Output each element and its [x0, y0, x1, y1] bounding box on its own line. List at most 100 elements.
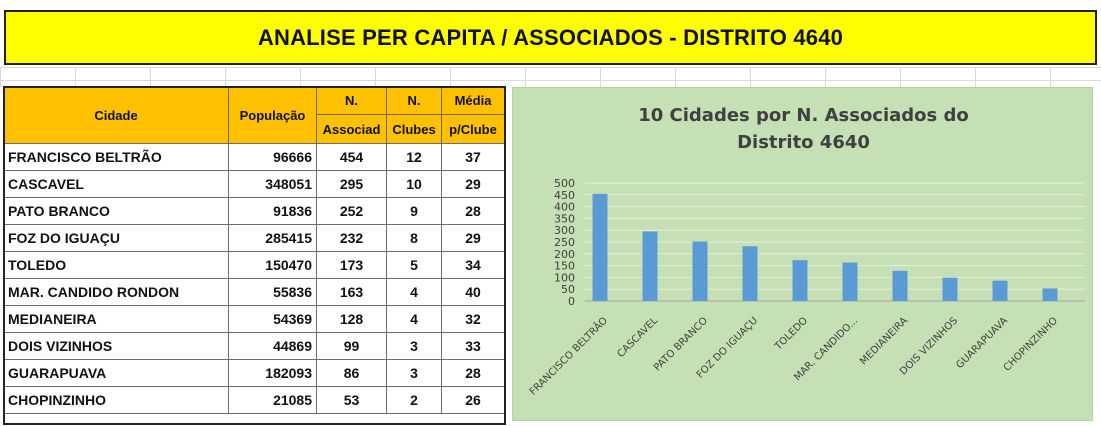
cell-associados[interactable]: 53 [316, 386, 387, 414]
table-row[interactable]: CASCAVEL 348051 295 10 29 [3, 170, 505, 198]
table-row[interactable]: FOZ DO IGUAÇU 285415 232 8 29 [3, 224, 505, 252]
bar[interactable] [642, 231, 658, 301]
cell-associados[interactable]: 163 [316, 278, 387, 306]
cell-populacao[interactable]: 44869 [228, 332, 317, 360]
table-row[interactable]: TOLEDO 150470 173 5 34 [3, 251, 505, 279]
bar[interactable] [742, 246, 758, 301]
y-tick-label: 300 [554, 224, 575, 237]
chart-title-line-1: 10 Cidades por N. Associados do [638, 105, 969, 126]
bar[interactable] [992, 280, 1008, 301]
cell-cidade[interactable]: DOIS VIZINHOS [3, 332, 229, 360]
cell-clubes[interactable]: 12 [386, 143, 442, 171]
cell-cidade[interactable]: CHOPINZINHO [3, 386, 229, 414]
header-associados-bottom[interactable]: Associad [316, 114, 387, 144]
table-body: FRANCISCO BELTRÃO 96666 454 12 37 CASCAVEL 348… [3, 143, 505, 414]
header-media-bottom[interactable]: p/Clube [441, 114, 505, 144]
bar[interactable] [792, 260, 808, 301]
header-associados-top[interactable]: N. [316, 86, 387, 115]
cell-media[interactable]: 33 [441, 332, 505, 360]
cell-associados[interactable]: 232 [316, 224, 387, 252]
bar[interactable] [942, 277, 958, 301]
cell-media[interactable]: 28 [441, 197, 505, 225]
cell-cidade[interactable]: TOLEDO [3, 251, 229, 279]
header-populacao[interactable]: População [228, 86, 317, 144]
cell-media[interactable]: 26 [441, 386, 505, 414]
cell-clubes[interactable]: 3 [386, 332, 442, 360]
table-row[interactable]: FRANCISCO BELTRÃO 96666 454 12 37 [3, 143, 505, 171]
chart-title: 10 Cidades por N. Associados do Distrito… [513, 102, 1094, 156]
sheet-title: ANALISE PER CAPITA / ASSOCIADOS - DISTRI… [4, 10, 1097, 65]
y-tick-label: 400 [554, 201, 575, 214]
x-tick-label: FRANCISCO BELTRÃO [526, 314, 610, 398]
cell-media[interactable]: 29 [441, 224, 505, 252]
bar[interactable] [892, 270, 908, 301]
table-row[interactable]: MEDIANEIRA 54369 128 4 32 [3, 305, 505, 333]
cell-populacao[interactable]: 150470 [228, 251, 317, 279]
cell-cidade[interactable]: MAR. CANDIDO RONDON [3, 278, 229, 306]
x-tick-label: CASCAVEL [616, 315, 661, 360]
cell-media[interactable]: 29 [441, 170, 505, 198]
cell-populacao[interactable]: 54369 [228, 305, 317, 333]
cell-media[interactable]: 37 [441, 143, 505, 171]
cell-media[interactable]: 28 [441, 359, 505, 387]
cell-clubes[interactable]: 3 [386, 359, 442, 387]
table-row[interactable]: CHOPINZINHO 21085 53 2 26 [3, 386, 505, 414]
y-tick-label: 250 [554, 236, 575, 249]
cell-clubes[interactable]: 2 [386, 386, 442, 414]
y-tick-label: 200 [554, 248, 575, 261]
bar[interactable] [592, 193, 608, 301]
cell-clubes[interactable]: 8 [386, 224, 442, 252]
chart-area[interactable]: 10 Cidades por N. Associados do Distrito… [512, 87, 1093, 421]
cell-media[interactable]: 34 [441, 251, 505, 279]
cell-clubes[interactable]: 9 [386, 197, 442, 225]
cell-media[interactable]: 32 [441, 305, 505, 333]
cell-cidade[interactable]: CASCAVEL [3, 170, 229, 198]
bar[interactable] [842, 262, 858, 301]
cell-clubes[interactable]: 4 [386, 305, 442, 333]
bar[interactable] [692, 241, 708, 301]
y-tick-label: 0 [568, 295, 575, 308]
cell-cidade[interactable]: PATO BRANCO [3, 197, 229, 225]
y-tick-label: 450 [554, 189, 575, 202]
y-tick-label: 100 [554, 271, 575, 284]
y-tick-label: 150 [554, 260, 575, 273]
cell-associados[interactable]: 454 [316, 143, 387, 171]
spreadsheet-gridline [0, 80, 1101, 81]
header-clubes-top[interactable]: N. [386, 86, 442, 115]
y-tick-label: 50 [561, 283, 575, 296]
cell-associados[interactable]: 252 [316, 197, 387, 225]
cell-associados[interactable]: 173 [316, 251, 387, 279]
cell-populacao[interactable]: 182093 [228, 359, 317, 387]
table-row[interactable]: DOIS VIZINHOS 44869 99 3 33 [3, 332, 505, 360]
header-media-top[interactable]: Média [441, 86, 505, 115]
cell-populacao[interactable]: 96666 [228, 143, 317, 171]
cell-clubes[interactable]: 10 [386, 170, 442, 198]
table-row[interactable]: PATO BRANCO 91836 252 9 28 [3, 197, 505, 225]
data-table: Cidade População N. N. Média Associad Cl… [3, 86, 505, 414]
cell-populacao[interactable]: 348051 [228, 170, 317, 198]
cell-associados[interactable]: 295 [316, 170, 387, 198]
header-clubes-bottom[interactable]: Clubes [386, 114, 442, 144]
cell-populacao[interactable]: 91836 [228, 197, 317, 225]
y-tick-label: 500 [554, 177, 575, 190]
table-row[interactable]: GUARAPUAVA 182093 86 3 28 [3, 359, 505, 387]
cell-associados[interactable]: 86 [316, 359, 387, 387]
cell-populacao[interactable]: 55836 [228, 278, 317, 306]
bar[interactable] [1042, 288, 1058, 301]
header-cidade[interactable]: Cidade [3, 86, 229, 144]
cell-cidade[interactable]: GUARAPUAVA [3, 359, 229, 387]
cell-clubes[interactable]: 4 [386, 278, 442, 306]
cell-populacao[interactable]: 285415 [228, 224, 317, 252]
table-row[interactable]: MAR. CANDIDO RONDON 55836 163 4 40 [3, 278, 505, 306]
cell-associados[interactable]: 99 [316, 332, 387, 360]
x-tick-label: PATO BRANCO [652, 315, 710, 373]
cell-associados[interactable]: 128 [316, 305, 387, 333]
cell-cidade[interactable]: FRANCISCO BELTRÃO [3, 143, 229, 171]
y-tick-label: 350 [554, 212, 575, 225]
cell-clubes[interactable]: 5 [386, 251, 442, 279]
cell-cidade[interactable]: FOZ DO IGUAÇU [3, 224, 229, 252]
cell-populacao[interactable]: 21085 [228, 386, 317, 414]
cell-cidade[interactable]: MEDIANEIRA [3, 305, 229, 333]
cell-media[interactable]: 40 [441, 278, 505, 306]
